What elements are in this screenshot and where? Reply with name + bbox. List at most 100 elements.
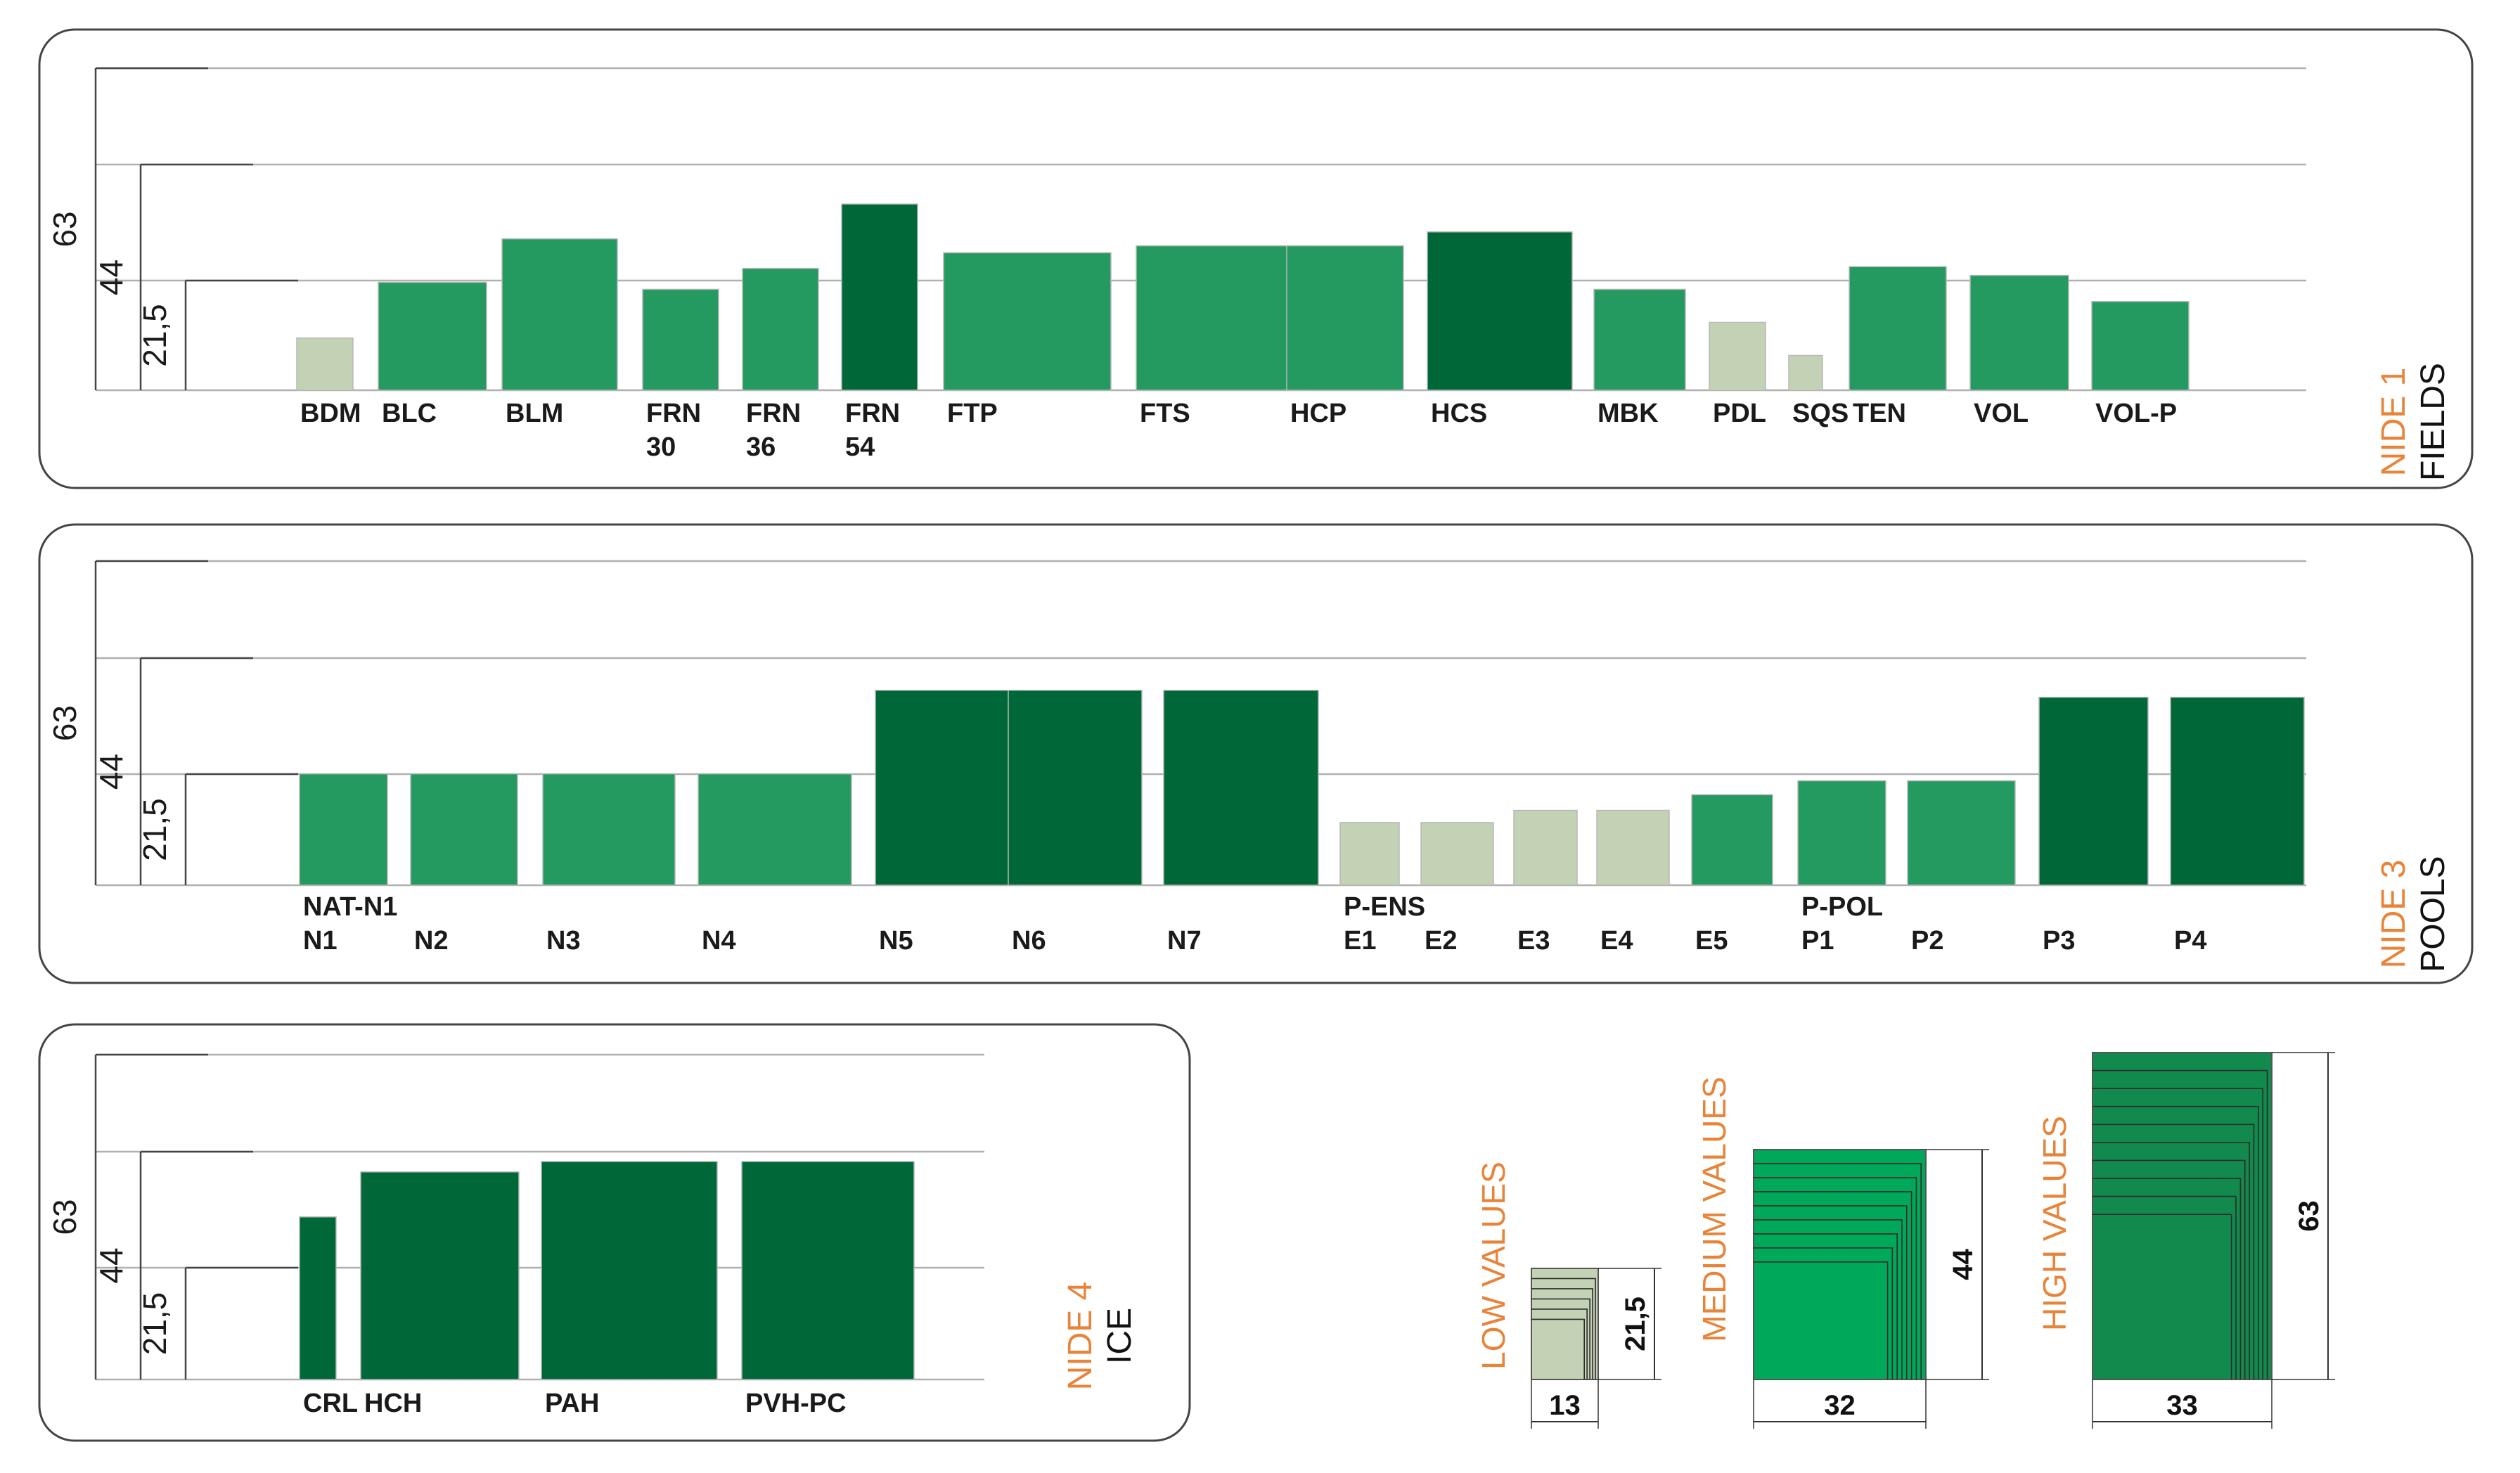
axis-level-label: 44 — [93, 259, 129, 295]
legend-title: LOW VALUES — [1475, 1162, 1512, 1370]
bar-label: TEN — [1853, 399, 1906, 428]
legend-footprint-outline — [2092, 1069, 2268, 1379]
legend-title: MEDIUM VALUES — [1696, 1076, 1732, 1342]
bar-label-second-line: P2 — [1911, 926, 1943, 956]
bar-label-second-line: N5 — [879, 926, 913, 956]
legend-footprint-outline — [2092, 1124, 2255, 1379]
bar-p-pol-p1 — [1797, 780, 1886, 886]
panel-ice-category: ICE — [1101, 1308, 1138, 1364]
bar-p-ens-e1 — [1339, 822, 1400, 886]
axis-level-label: 44 — [93, 754, 129, 790]
axis-level-label: 44 — [93, 1247, 129, 1283]
bar-label: FTS — [1140, 399, 1190, 428]
bar-n5 — [875, 690, 1029, 886]
bar-label: SQS — [1792, 399, 1849, 428]
bar-fts — [1136, 245, 1309, 391]
bar-pah — [541, 1161, 718, 1380]
legend-footprint-outline — [1531, 1298, 1590, 1379]
legend-footprint-outline — [1754, 1163, 1922, 1379]
bar-sqs — [1788, 354, 1823, 391]
axis-level-label: 21,5 — [136, 798, 173, 861]
legend-footprint-outline — [1754, 1191, 1912, 1379]
bar-label: PAH — [545, 1389, 599, 1418]
legend-height-label: 21,5 — [1620, 1297, 1651, 1351]
bar-label: BLC — [382, 399, 437, 428]
bar-nat-n1-n1 — [299, 773, 388, 886]
bar-label: FRN — [746, 399, 801, 428]
legend-footprint-outline — [2092, 1159, 2246, 1379]
bar-label-second-line: E4 — [1600, 926, 1633, 956]
legend-footprint-outline — [2092, 1214, 2232, 1379]
bar-n6 — [1008, 690, 1143, 886]
legend-footprint-outline — [2092, 1178, 2242, 1379]
legend-footprint-outline — [1754, 1205, 1908, 1379]
legend-height-label: 63 — [2294, 1200, 2325, 1232]
bar-label-second-line: N4 — [702, 926, 736, 956]
bar-p3 — [2038, 696, 2149, 886]
legend: LOW VALUES 21,5 13 MEDIUM VALUES 44 32 HIGH VA… — [1475, 1052, 2335, 1429]
bar-ftp — [943, 252, 1112, 391]
legend-footprint-outline — [1531, 1288, 1593, 1379]
legend-footprint-outline — [2092, 1105, 2259, 1379]
panel-ice-nide: NIDE 4 — [1062, 1282, 1099, 1391]
legend-width-label: 33 — [2166, 1390, 2198, 1421]
bar-label-second-line: E5 — [1695, 926, 1728, 956]
bar-label: HCS — [1431, 399, 1487, 428]
bar-label: FRN — [845, 399, 900, 428]
bar-p2 — [1907, 780, 2016, 886]
bar-label: BDM — [300, 399, 361, 428]
axis-level-label: 63 — [46, 211, 83, 247]
bar-ten — [1849, 266, 1947, 391]
bar-n7 — [1163, 690, 1319, 886]
legend-footprint-outline — [1531, 1278, 1596, 1379]
legend-width-label: 32 — [1824, 1390, 1856, 1421]
bar-n3 — [542, 773, 676, 886]
bar-label: P-ENS — [1344, 892, 1425, 922]
bar-label-second-line: N2 — [414, 926, 449, 956]
bar-blc — [378, 281, 487, 391]
bar-p4 — [2170, 696, 2305, 886]
legend-title: HIGH VALUES — [2036, 1116, 2073, 1331]
panel-pools-category: POOLS — [2415, 856, 2452, 972]
bar-label: FRN — [646, 399, 701, 428]
legend-footprint-outline — [1754, 1247, 1894, 1379]
bar-label-second-line: 54 — [845, 432, 875, 462]
bar-label: CRL — [303, 1389, 358, 1418]
bar-blm — [501, 238, 618, 391]
legend-footprint-outline — [2092, 1195, 2237, 1379]
axis-level-label: 63 — [46, 1199, 83, 1235]
bar-pdl — [1709, 321, 1766, 391]
bar-label-second-line: N7 — [1167, 926, 1202, 956]
bar-e3 — [1513, 809, 1578, 886]
bar-label-second-line: E1 — [1344, 926, 1376, 956]
bar-label: VOL-P — [2095, 399, 2177, 428]
legend-footprint-outline — [1754, 1261, 1889, 1379]
bar-bdm — [296, 337, 354, 391]
axis-level-label: 63 — [46, 705, 83, 741]
legend-height-label: 44 — [1948, 1249, 1979, 1280]
bar-label-second-line: P3 — [2043, 926, 2075, 956]
bar-vol — [1969, 274, 2069, 391]
bar-label-second-line: N6 — [1012, 926, 1046, 956]
bar-hcs — [1427, 231, 1573, 391]
legend-item-low: LOW VALUES 21,5 13 — [1475, 1162, 1661, 1429]
bar-label: HCP — [1290, 399, 1346, 428]
legend-footprint-outline — [1531, 1308, 1588, 1379]
bar-label-second-line: N1 — [303, 926, 338, 956]
axis-level-label: 21,5 — [136, 1292, 173, 1356]
legend-footprint-outline — [1531, 1318, 1586, 1379]
bar-hch — [360, 1171, 520, 1380]
bar-label-second-line: E2 — [1425, 926, 1457, 956]
bar-label: NAT-N1 — [303, 892, 397, 922]
legend-swatch — [1531, 1268, 1599, 1380]
legend-swatch — [1753, 1149, 1927, 1380]
legend-footprint-outline — [2092, 1088, 2264, 1379]
axis-level-label: 21,5 — [136, 304, 173, 367]
bar-label: BLM — [506, 399, 563, 428]
bar-e2 — [1420, 822, 1494, 886]
bar-label: HCH — [364, 1389, 422, 1418]
